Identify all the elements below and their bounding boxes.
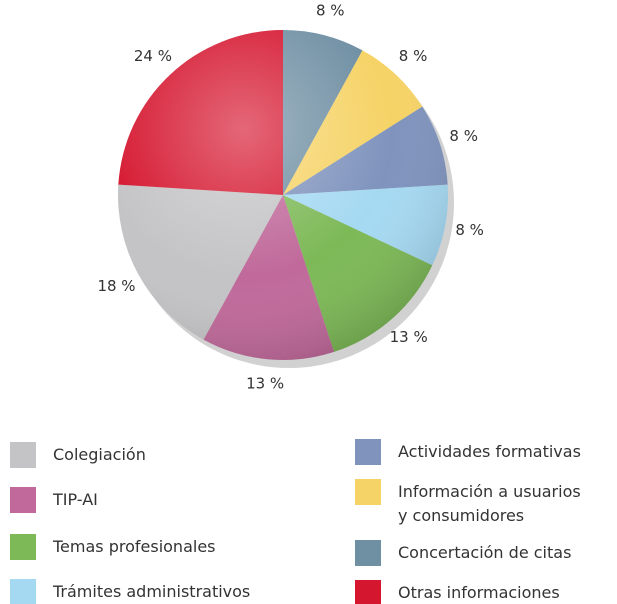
legend-label: Información a usuarios y consumidores <box>398 482 581 525</box>
data-label: 18 % <box>97 277 135 295</box>
pie-gloss <box>118 30 448 360</box>
legend-label: Otras informaciones <box>398 583 560 602</box>
chart: 8 % 8 % 8 % 8 % 13 % 13 % 18 % 24 % <box>97 1 484 393</box>
legend-label: TIP-AI <box>53 490 98 509</box>
legend-swatch <box>10 442 36 468</box>
data-label: 8 % <box>316 1 345 19</box>
data-label: 13 % <box>390 328 428 346</box>
data-label: 24 % <box>134 47 172 65</box>
legend-swatch <box>355 540 381 566</box>
data-label: 13 % <box>246 375 284 393</box>
data-label: 8 % <box>399 47 428 65</box>
legend-swatch <box>355 479 381 505</box>
legend-label: Concertación de citas <box>398 543 572 562</box>
legend-swatch <box>10 534 36 560</box>
data-label: 8 % <box>455 221 484 239</box>
legend-swatch <box>10 579 36 604</box>
legend-swatch <box>10 487 36 513</box>
data-label: 8 % <box>449 127 478 145</box>
legend-label: Temas profesionales <box>53 537 216 556</box>
legend-label: Trámites administrativos <box>53 582 251 601</box>
legend-swatch <box>355 580 381 604</box>
legend-swatch <box>355 439 381 465</box>
legend-label: Colegiación <box>53 445 146 464</box>
legend-label: Actividades formativas <box>398 442 581 461</box>
